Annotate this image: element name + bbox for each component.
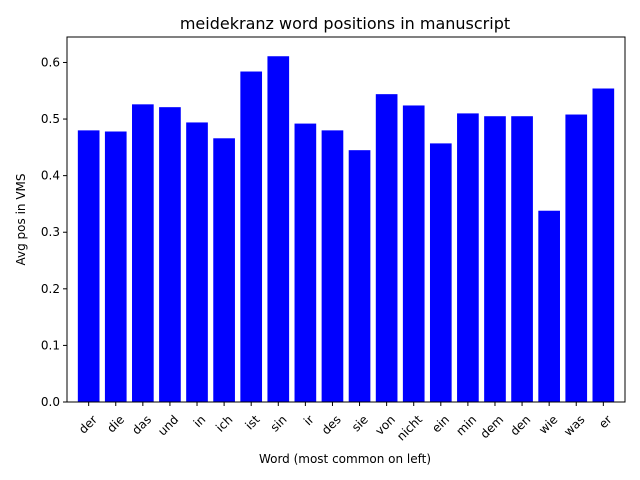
chart-title: meidekranz word positions in manuscript (180, 14, 510, 33)
bar-von (375, 94, 398, 402)
bar-was (565, 114, 588, 402)
plot-frame (66, 36, 626, 403)
y-tick-label: 0.6 (41, 55, 60, 69)
bar-die (104, 131, 127, 402)
bar-er (592, 88, 615, 402)
bar-ein (429, 143, 452, 402)
bar-der (77, 130, 100, 402)
y-tick-label: 0.4 (41, 169, 60, 183)
bar-ich (213, 138, 235, 403)
bar-wie (538, 210, 560, 402)
bar-des (321, 130, 344, 402)
bar-ir (294, 123, 317, 402)
bar-sie (348, 150, 371, 402)
y-axis-ticks: 0.0 0.1 0.2 0.3 0.4 0.5 0.6 (41, 55, 67, 409)
y-tick-label: 0.0 (41, 395, 60, 409)
bar-dem (484, 116, 506, 402)
bar-sin (267, 56, 290, 403)
bar-den (511, 116, 533, 402)
bars-group (77, 56, 615, 403)
y-tick-label: 0.3 (41, 225, 60, 239)
y-tick-label: 0.5 (41, 112, 60, 126)
bar-min (457, 113, 479, 403)
bar-in (186, 122, 208, 402)
y-axis-label: Avg pos in VMS (14, 174, 28, 266)
bar-nicht (402, 105, 425, 402)
x-axis-label: Word (most common on left) (259, 452, 431, 466)
bar-ist (240, 71, 263, 403)
y-tick-label: 0.1 (41, 338, 60, 352)
bar-und (159, 107, 181, 403)
bar-das (132, 104, 154, 402)
y-tick-label: 0.2 (41, 282, 60, 296)
